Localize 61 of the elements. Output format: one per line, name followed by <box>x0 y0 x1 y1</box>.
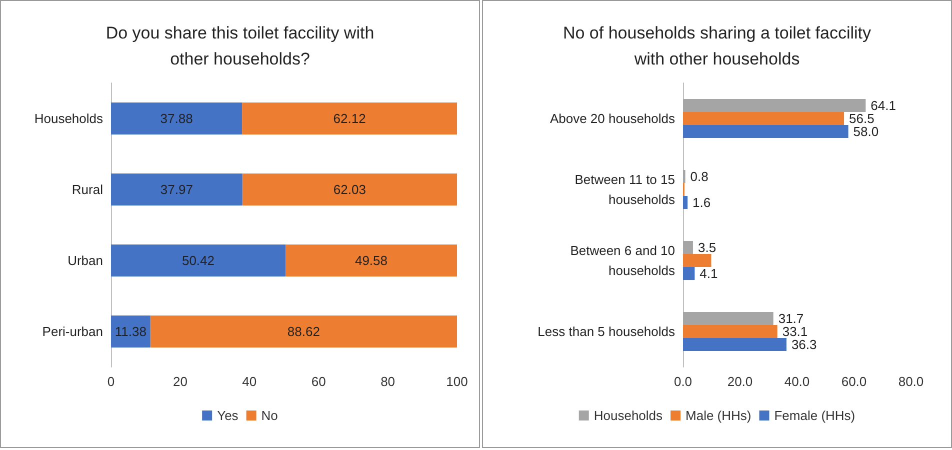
data-label: 11.38 <box>114 324 146 339</box>
bar <box>683 98 866 112</box>
x-tick-label: 80 <box>380 374 396 389</box>
data-label: 62.03 <box>333 182 366 197</box>
bar <box>683 240 693 254</box>
x-tick-label: 40.0 <box>784 374 810 389</box>
y-tick-label: Rural <box>72 182 104 197</box>
x-tick-label: 80.0 <box>898 374 924 389</box>
data-label: 49.58 <box>354 253 388 268</box>
data-label: 58.0 <box>853 124 879 140</box>
data-label: 33.1 <box>782 324 808 339</box>
data-label: 0.8 <box>690 168 708 184</box>
x-tick-label: 20 <box>172 374 188 389</box>
data-label: 1.6 <box>692 195 711 210</box>
data-label: 31.7 <box>778 310 804 326</box>
data-label: 37.88 <box>160 111 193 126</box>
bar <box>683 112 844 126</box>
data-label: 37.97 <box>160 182 193 197</box>
y-tick-label: Between 11 to 15 households <box>574 172 676 207</box>
bar <box>242 102 457 134</box>
x-tick-label: 100 <box>446 374 468 389</box>
bar <box>683 324 778 338</box>
data-label: 56.5 <box>849 111 874 126</box>
chart-title: Do you share this toilet faccility with other households? <box>106 24 374 68</box>
data-label: 4.1 <box>700 266 718 282</box>
data-label: 64.1 <box>870 98 896 113</box>
x-tick-label: 60 <box>311 374 326 389</box>
bar <box>683 196 688 210</box>
bar <box>683 312 774 325</box>
data-label: 50.42 <box>182 253 214 268</box>
x-tick-label: 0 <box>107 374 115 389</box>
bar <box>683 267 695 280</box>
bar <box>683 125 848 138</box>
bar <box>111 102 242 134</box>
bar <box>111 244 286 276</box>
data-label: 3.5 <box>698 240 716 255</box>
y-tick-label: Between 6 and 10 households <box>570 243 676 278</box>
y-tick-label: Peri-urban <box>42 324 103 339</box>
y-tick-label: Above 20 households <box>550 111 676 126</box>
bar <box>285 244 457 276</box>
data-label: 62.12 <box>333 111 366 126</box>
bar <box>242 174 457 206</box>
x-tick-label: 40 <box>242 374 257 389</box>
x-tick-label: 20.0 <box>727 374 753 389</box>
bar <box>150 316 457 348</box>
bar <box>683 254 712 268</box>
x-tick-label: 60.0 <box>841 374 867 389</box>
bar <box>111 316 150 348</box>
chart-title: No of households sharing a toilet faccility with other households <box>562 24 872 68</box>
x-tick-label: 0.0 <box>674 374 692 389</box>
legend-label: Female (HHs) <box>774 408 856 423</box>
legend-label: Yes <box>217 408 239 423</box>
data-label: 88.62 <box>287 324 320 339</box>
data-label: 36.3 <box>791 337 817 352</box>
y-tick-label: Households <box>34 111 104 126</box>
y-tick-label: Less than 5 households <box>538 324 676 339</box>
y-tick-label: Urban <box>68 253 103 268</box>
legend-label: No <box>261 408 278 423</box>
legend-label: Male (HHs) <box>686 408 752 423</box>
bar <box>683 338 786 352</box>
bar <box>111 174 242 206</box>
